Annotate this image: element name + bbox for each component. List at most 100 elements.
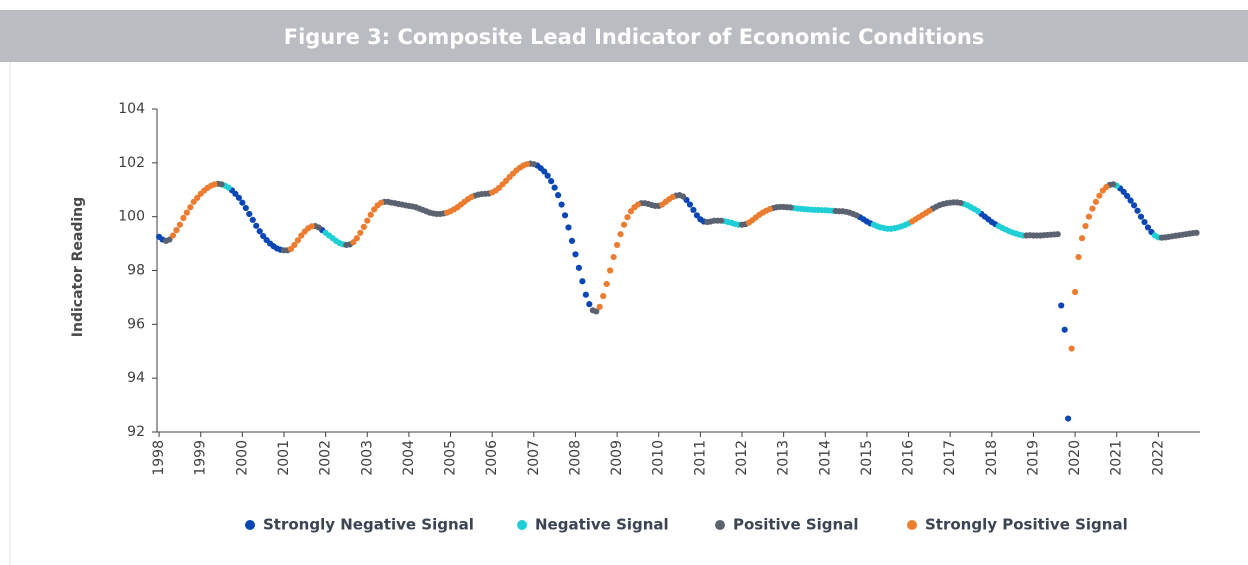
data-point [607, 267, 614, 274]
header-bar [0, 10, 1248, 62]
data-point [468, 193, 475, 201]
data-point [1110, 181, 1117, 188]
data-point [617, 231, 624, 238]
data-point [610, 253, 617, 261]
y-tick-label: 100 [118, 209, 145, 225]
x-tick-label: 2014 [817, 440, 833, 476]
data-point [561, 212, 569, 219]
data-point [235, 194, 242, 201]
data-point [565, 224, 572, 231]
x-tick-label: 2005 [443, 440, 459, 476]
legend-label: Positive Signal [733, 516, 858, 534]
data-point [183, 209, 190, 216]
x-tick-label: 2010 [651, 440, 667, 476]
data-point [315, 224, 322, 231]
data-point [225, 184, 232, 191]
legend-label: Strongly Positive Signal [925, 516, 1128, 534]
legend-label: Strongly Negative Signal [263, 516, 474, 534]
x-tick-label: 2001 [276, 440, 292, 476]
data-point [194, 194, 201, 201]
data-point [766, 206, 773, 213]
data-point [1054, 231, 1061, 238]
data-point [180, 214, 187, 222]
y-axis-label: Indicator Reading [70, 197, 86, 337]
data-point [579, 278, 586, 285]
x-tick-label: 2003 [359, 440, 375, 476]
data-point [1082, 222, 1089, 230]
legend-marker [517, 520, 527, 530]
data-point [367, 211, 374, 218]
x-tick-label: 2008 [567, 440, 583, 476]
data-point [173, 227, 180, 234]
data-point [291, 241, 298, 249]
data-point [1124, 192, 1131, 200]
data-point [1075, 253, 1082, 261]
data-point [166, 236, 173, 243]
x-tick-label: 1998 [151, 440, 167, 476]
data-point [239, 199, 246, 206]
data-point [1068, 345, 1075, 352]
data-point [249, 216, 256, 223]
data-point [558, 201, 565, 208]
data-point [523, 161, 530, 168]
data-point [596, 303, 603, 310]
data-point [1092, 198, 1100, 205]
data-point [548, 178, 555, 185]
data-point [974, 208, 982, 215]
data-point [232, 190, 239, 197]
data-point [603, 280, 610, 288]
data-point [360, 223, 367, 230]
data-point [253, 222, 260, 229]
x-tick-label: 2018 [984, 440, 1000, 476]
data-point [575, 264, 583, 271]
y-tick-label: 92 [127, 424, 145, 440]
data-point [287, 245, 295, 253]
data-point [634, 201, 642, 208]
data-point [627, 208, 635, 215]
legend-marker [907, 520, 917, 530]
data-point [187, 204, 194, 211]
data-point [551, 184, 558, 191]
data-point [242, 204, 249, 212]
data-point [613, 241, 621, 249]
data-point [1137, 213, 1145, 220]
legend-marker [715, 520, 725, 530]
data-point [686, 201, 694, 208]
data-point [718, 217, 725, 224]
data-point [693, 212, 701, 219]
data-point [176, 221, 184, 228]
data-point [690, 206, 697, 214]
data-point [669, 193, 676, 201]
data-point [1193, 229, 1200, 236]
data-point [246, 210, 253, 218]
data-point [211, 181, 218, 188]
data-point [378, 199, 385, 206]
x-tick-label: 2000 [234, 440, 250, 476]
x-tick-label: 2002 [318, 440, 334, 476]
data-point [1071, 288, 1079, 296]
y-tick-label: 104 [118, 101, 145, 117]
data-point [357, 229, 364, 236]
x-tick-label: 2017 [942, 440, 958, 476]
x-tick-label: 2009 [609, 440, 625, 476]
data-point [544, 172, 551, 179]
y-tick-label: 94 [127, 370, 145, 386]
data-point [1089, 205, 1096, 212]
data-point [1103, 183, 1110, 191]
data-point [572, 251, 579, 258]
x-tick-label: 2011 [692, 440, 708, 476]
x-tick-label: 2020 [1067, 440, 1083, 476]
data-point [371, 206, 378, 213]
data-point [190, 198, 197, 205]
data-point [1061, 326, 1068, 333]
data-point [554, 192, 562, 199]
data-point [600, 292, 607, 300]
x-tick-label: 2013 [776, 440, 792, 476]
data-point [1096, 192, 1103, 199]
data-point [1058, 302, 1065, 309]
data-point [582, 291, 589, 298]
data-point [593, 308, 600, 315]
data-point [853, 212, 860, 219]
x-tick-label: 2012 [734, 440, 750, 476]
